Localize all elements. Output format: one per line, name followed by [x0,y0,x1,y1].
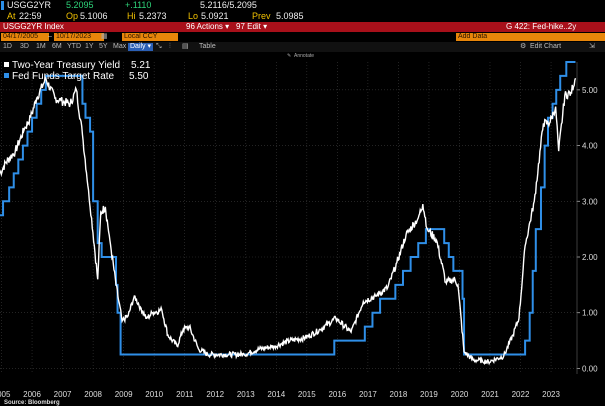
low-value: 5.0921 [201,11,229,21]
quote-line-2: At 22:59 Op 5.1006 Hi 5.2373 Lo 5.0921 P… [0,11,605,22]
x-tick-label: 2005 [0,390,11,399]
legend-swatch-fed [4,73,9,78]
high-value: 5.2373 [139,11,167,21]
calendar-icon[interactable]: ▦ [101,33,108,40]
y-axis: 0.00 1.00 2.00 3.00 4.00 5.00 [576,62,598,374]
date-separator: – [48,33,52,40]
x-tick-label: 2021 [481,390,499,399]
fed-funds-line [0,61,576,356]
edit-menu[interactable]: 97 Edit ▾ [236,22,268,31]
x-tick-label: 2022 [512,390,530,399]
x-axis: 2005 2006 2007 2008 2009 2010 2011 2012 2013 2014… [0,390,560,399]
page-title: G 422: Fed-hike..2y [506,22,577,31]
legend-swatch-treasury [4,62,9,67]
security-name[interactable]: USGG2YR Index [3,22,64,31]
open-value: 5.1006 [80,11,108,21]
line-style-icon[interactable]: ⤡ [156,43,162,50]
x-tick-label: 2010 [145,390,163,399]
quote-time: 22:59 [19,11,42,21]
x-tick-label: 2006 [23,390,41,399]
period-6m[interactable]: 6M [52,43,62,50]
annotate-icon[interactable]: ✎ [287,53,291,59]
security-marker [1,1,4,10]
period-1d[interactable]: 1D [3,43,12,50]
x-tick-label: 2020 [451,390,469,399]
y-tick-label: 2.00 [582,253,598,262]
period-ytd[interactable]: YTD [67,43,81,50]
x-tick-label: 2015 [298,390,316,399]
y-tick-label: 0.00 [582,364,598,373]
annotate-control[interactable]: ✎ Annotate [287,53,314,59]
treasury-yield-line [0,74,577,366]
y-tick-label: 1.00 [582,309,598,318]
legend: Two-Year Treasury Yield 5.21 Fed Funds T… [4,60,151,82]
x-tick-label: 2007 [54,390,72,399]
x-tick-label: 2017 [359,390,377,399]
low-label: Lo [188,11,199,21]
period-max[interactable]: Max [113,43,127,50]
legend-label-fed: Fed Funds Target Rate [12,71,115,82]
yield-chart: 0.001.002.003.004.005.00 200520062007200… [0,52,605,406]
period-5y[interactable]: 5Y [99,43,108,50]
actions-menu[interactable]: 96 Actions ▾ [186,22,230,31]
x-tick-label: 2013 [237,390,255,399]
x-tick-label: 2014 [267,390,285,399]
chart-controls: 04/17/2005 – 10/17/2023 ▦ Local CCY Add … [0,32,605,42]
frequency-dropdown[interactable]: Daily ▾ [128,43,154,51]
period-tabs: 1D 3D 1M 6M YTD 1Y 5Y Max Daily ▾ ⤡ ⫶ ▤ … [0,42,605,52]
x-tick-label: 2019 [420,390,438,399]
add-data-field[interactable]: Add Data [456,33,605,41]
treasury-series [0,74,577,366]
last-price: 5.2095 [66,0,94,10]
legend-label-treasury: Two-Year Treasury Yield [12,60,120,71]
legend-value-treasury: 5.21 [131,60,151,71]
x-tick-label: 2023 [542,390,560,399]
x-tick-label: 2012 [206,390,224,399]
net-change: +.1110 [125,0,152,10]
high-label: Hi [127,11,136,21]
legend-value-fed: 5.50 [129,71,149,82]
x-tick-label: 2008 [84,390,102,399]
ticker[interactable]: USGG2YR [7,0,52,10]
open-label: Op [66,11,79,21]
plot-background [0,52,605,406]
end-date-field[interactable]: 10/17/2023 [54,33,104,41]
gear-icon[interactable]: ⚙ [520,43,527,50]
source-note: Source: Bloomberg [4,400,60,406]
security-title-bar: USGG2YR Index 96 Actions ▾ 97 Edit ▾ G 4… [0,22,605,32]
grid [0,62,577,374]
prev-label: Prev [252,11,271,21]
start-date-field[interactable]: 04/17/2005 [1,33,49,41]
export-icon[interactable]: ⇲ [589,43,595,50]
period-3d[interactable]: 3D [20,43,29,50]
table-icon[interactable]: ▤ [182,43,189,50]
y-tick-label: 4.00 [582,142,598,151]
fed-funds-series [0,61,576,356]
quote-line-1: USGG2YR 5.2095 +.1110 5.2116/5.2095 [0,0,605,11]
table-button[interactable]: Table [199,43,216,50]
currency-field[interactable]: Local CCY [122,33,178,41]
at-label: At [7,11,16,21]
x-tick-label: 2018 [390,390,408,399]
annotate-label[interactable]: Annotate [294,53,314,59]
period-1m[interactable]: 1M [36,43,46,50]
chart-type-icon[interactable]: ⫶ [169,43,171,50]
x-tick-label: 2016 [328,390,346,399]
bid-ask: 5.2116/5.2095 [200,0,257,10]
prev-value: 5.0985 [276,11,304,21]
edit-chart-button[interactable]: Edit Chart [530,43,562,50]
x-tick-label: 2009 [115,390,133,399]
period-1y[interactable]: 1Y [85,43,94,50]
x-tick-label: 2011 [176,390,194,399]
y-tick-label: 3.00 [582,197,598,206]
y-tick-label: 5.00 [582,86,598,95]
